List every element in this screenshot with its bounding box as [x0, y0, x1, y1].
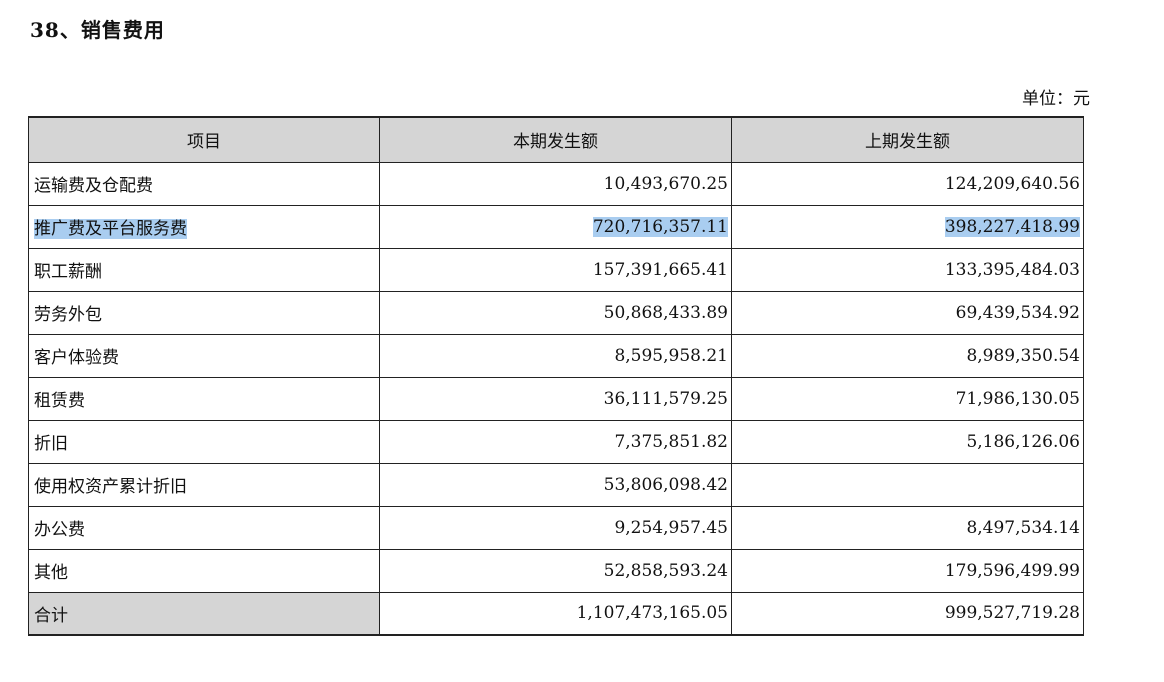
unit-label: 单位：元 [1022, 89, 1090, 109]
selected-text[interactable]: 720,716,357.11 [592, 216, 728, 237]
total-prior: 999,527,719.28 [731, 591, 1084, 636]
table-row: 办公费 9,254,957.45 8,497,534.14 [28, 505, 1084, 550]
row-item: 运输费及仓配费 [28, 161, 380, 206]
row-prior: 5,186,126.06 [731, 419, 1084, 464]
row-prior: 71,986,130.05 [731, 376, 1084, 421]
table-row: 劳务外包 50,868,433.89 69,439,534.92 [28, 290, 1084, 335]
row-prior: 8,497,534.14 [731, 505, 1084, 550]
total-label: 合计 [28, 591, 380, 636]
row-current: 720,716,357.11 [379, 204, 732, 249]
table-header-row: 项目 本期发生额 上期发生额 [28, 116, 1084, 163]
row-item: 折旧 [28, 419, 380, 464]
table-row: 使用权资产累计折旧 53,806,098.42 [28, 462, 1084, 507]
row-current: 10,493,670.25 [379, 161, 732, 206]
row-current: 53,806,098.42 [379, 462, 732, 507]
table-row: 其他 52,858,593.24 179,596,499.99 [28, 548, 1084, 593]
table-row: 职工薪酬 157,391,665.41 133,395,484.03 [28, 247, 1084, 292]
row-prior: 8,989,350.54 [731, 333, 1084, 378]
row-item: 推广费及平台服务费 [28, 204, 380, 249]
header-item: 项目 [28, 116, 380, 163]
selected-text[interactable]: 398,227,418.99 [944, 216, 1080, 237]
row-prior: 69,439,534.92 [731, 290, 1084, 335]
row-prior: 124,209,640.56 [731, 161, 1084, 206]
total-current: 1,107,473,165.05 [379, 591, 732, 636]
row-item: 租赁费 [28, 376, 380, 421]
row-prior: 179,596,499.99 [731, 548, 1084, 593]
row-item: 客户体验费 [28, 333, 380, 378]
table-row: 运输费及仓配费 10,493,670.25 124,209,640.56 [28, 161, 1084, 206]
row-item: 使用权资产累计折旧 [28, 462, 380, 507]
row-item: 其他 [28, 548, 380, 593]
row-current: 9,254,957.45 [379, 505, 732, 550]
row-item: 劳务外包 [28, 290, 380, 335]
table-row: 折旧 7,375,851.82 5,186,126.06 [28, 419, 1084, 464]
table-row-highlighted: 推广费及平台服务费 720,716,357.11 398,227,418.99 [28, 204, 1084, 249]
row-current: 50,868,433.89 [379, 290, 732, 335]
header-prior-period: 上期发生额 [731, 116, 1084, 163]
header-current-period: 本期发生额 [379, 116, 732, 163]
selected-text[interactable]: 推广费及平台服务费 [34, 219, 187, 239]
row-current: 7,375,851.82 [379, 419, 732, 464]
row-current: 157,391,665.41 [379, 247, 732, 292]
row-item: 办公费 [28, 505, 380, 550]
section-title: 38、销售费用 [30, 18, 165, 42]
table-total-row: 合计 1,107,473,165.05 999,527,719.28 [28, 591, 1084, 636]
row-prior: 133,395,484.03 [731, 247, 1084, 292]
sales-expense-table: 项目 本期发生额 上期发生额 运输费及仓配费 10,493,670.25 124… [28, 116, 1084, 636]
table-row: 租赁费 36,111,579.25 71,986,130.05 [28, 376, 1084, 421]
table-row: 客户体验费 8,595,958.21 8,989,350.54 [28, 333, 1084, 378]
row-item: 职工薪酬 [28, 247, 380, 292]
row-prior [731, 462, 1084, 507]
row-current: 52,858,593.24 [379, 548, 732, 593]
row-current: 8,595,958.21 [379, 333, 732, 378]
row-current: 36,111,579.25 [379, 376, 732, 421]
row-prior: 398,227,418.99 [731, 204, 1084, 249]
